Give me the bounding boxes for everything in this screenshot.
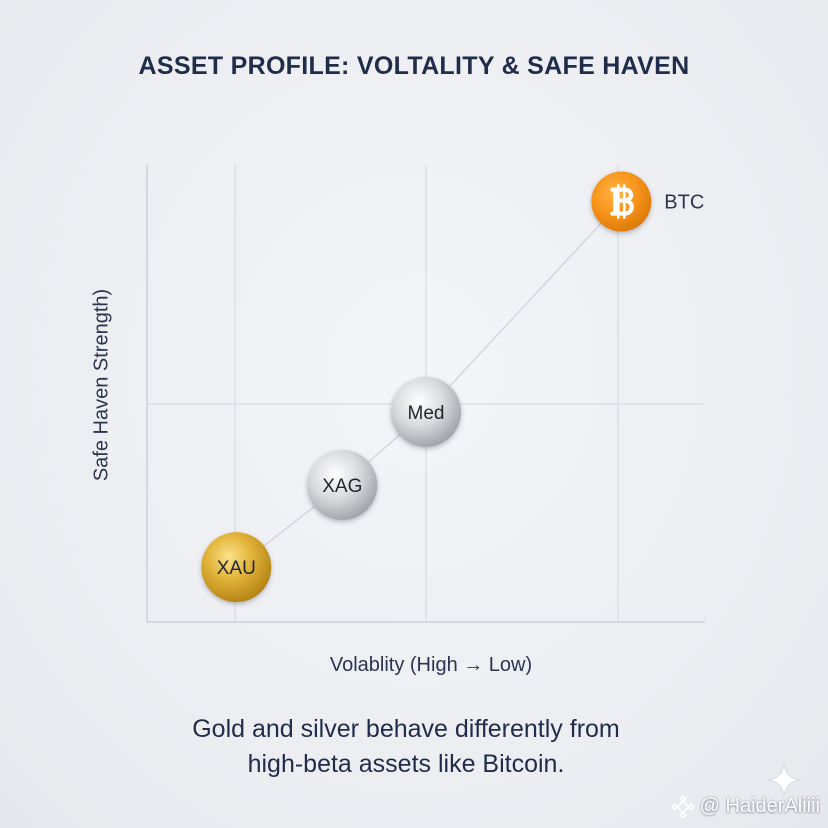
caption-line-2: high-beta assets like Bitcoin. <box>247 750 565 778</box>
caption-line-1: Gold and silver behave differently from <box>192 715 620 743</box>
point-xag-marker <box>307 449 378 520</box>
x-axis-label: Volablity (High → Low) <box>329 654 533 676</box>
chart-title: ASSET PROFILE: VOLTALITY & SAFE HAVEN <box>138 52 690 80</box>
point-xag: XAG <box>307 449 378 520</box>
data-points: XAU XAG Med BTC <box>201 171 704 603</box>
watermark: @ HaiderAliiii <box>671 795 820 818</box>
point-med-marker <box>391 376 461 447</box>
axes <box>146 165 705 623</box>
caption: Gold and silver behave differently from … <box>0 712 812 782</box>
point-xau-marker <box>201 532 272 603</box>
bitcoin-icon <box>610 184 634 219</box>
point-btc: BTC <box>591 171 704 232</box>
watermark-text: @ HaiderAliiii <box>699 795 820 817</box>
point-xau-label: XAU <box>217 558 256 579</box>
y-axis-label: Safe Haven Strength) <box>90 288 113 482</box>
point-btc-label: BTC <box>664 192 704 214</box>
binance-logo-icon <box>671 795 694 818</box>
point-xag-label: XAG <box>322 476 362 497</box>
trend-line-group <box>235 201 622 568</box>
sparkle-icon <box>767 763 801 797</box>
point-xau: XAU <box>201 532 272 603</box>
trend-line <box>235 201 622 568</box>
point-med-label: Med <box>408 403 445 424</box>
point-med: Med <box>391 376 461 447</box>
bitcoin-icon-letter <box>610 187 634 216</box>
